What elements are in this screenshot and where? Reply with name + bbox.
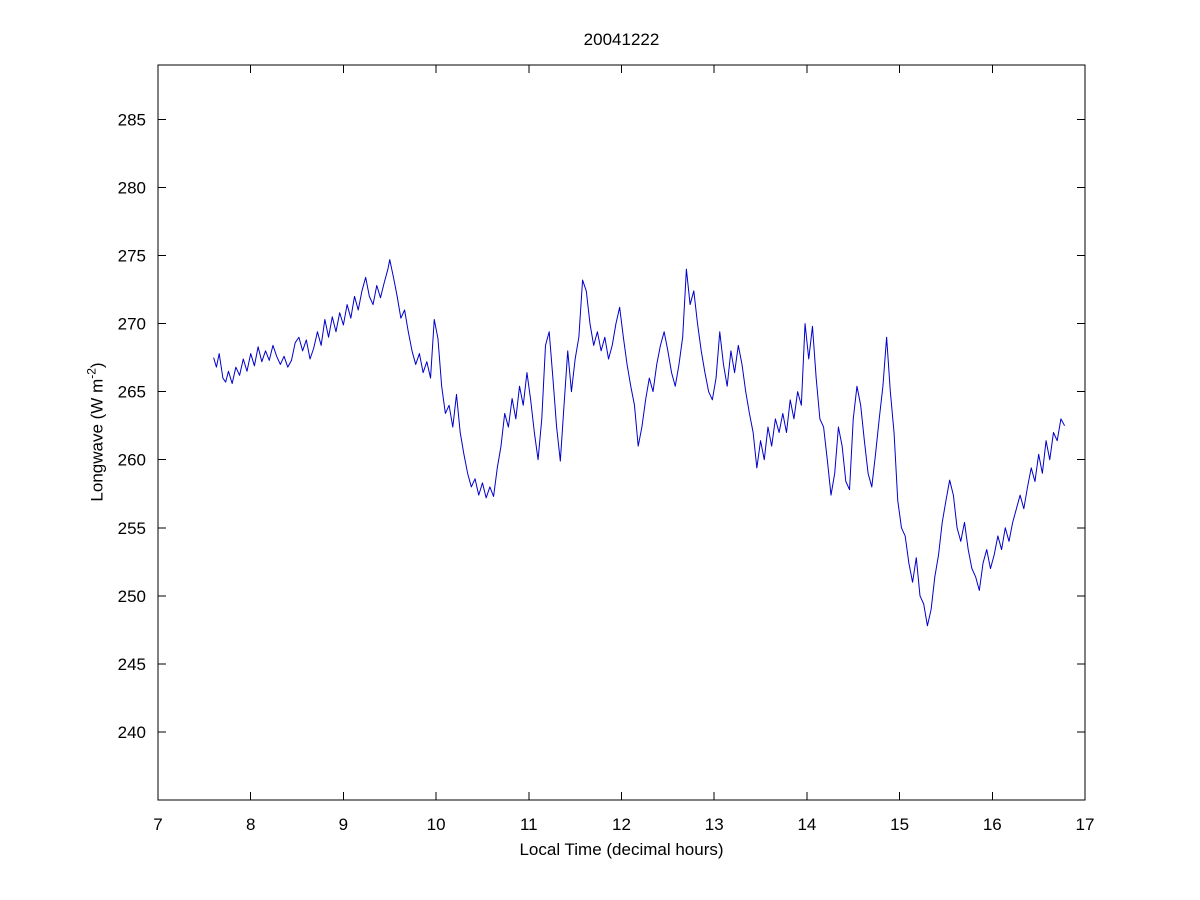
x-tick-label: 14: [797, 815, 816, 834]
x-tick-label: 8: [246, 815, 255, 834]
x-tick-label: 9: [339, 815, 348, 834]
y-tick-label: 280: [118, 179, 146, 198]
chart-title: 20041222: [583, 30, 660, 49]
x-tick-label: 16: [983, 815, 1002, 834]
data-line: [213, 259, 1066, 627]
y-axis-label: Longwave (W m-2): [85, 362, 108, 501]
y-axis-label-sup: -2: [84, 368, 99, 379]
x-tick-label: 10: [427, 815, 446, 834]
y-tick-label: 285: [118, 110, 146, 129]
y-tick-label: 260: [118, 451, 146, 470]
y-axis-label-main: Longwave (W m: [87, 378, 107, 502]
y-tick-label: 250: [118, 587, 146, 606]
y-tick-label: 275: [118, 247, 146, 266]
x-axis-label: Local Time (decimal hours): [519, 840, 724, 859]
axis-box: [157, 64, 1086, 801]
x-tick-label: 13: [705, 815, 724, 834]
y-tick-label: 270: [118, 315, 146, 334]
y-tick-label: 255: [118, 519, 146, 538]
y-tick-label: 240: [118, 723, 146, 742]
x-tick-label: 17: [1076, 815, 1095, 834]
y-tick-label: 265: [118, 383, 146, 402]
y-axis-label-close: ): [87, 362, 107, 369]
x-tick-label: 11: [520, 815, 538, 834]
x-tick-label: 7: [153, 815, 162, 834]
x-tick-label: 12: [612, 815, 631, 834]
x-tick-label: 15: [890, 815, 909, 834]
y-tick-label: 245: [118, 655, 146, 674]
